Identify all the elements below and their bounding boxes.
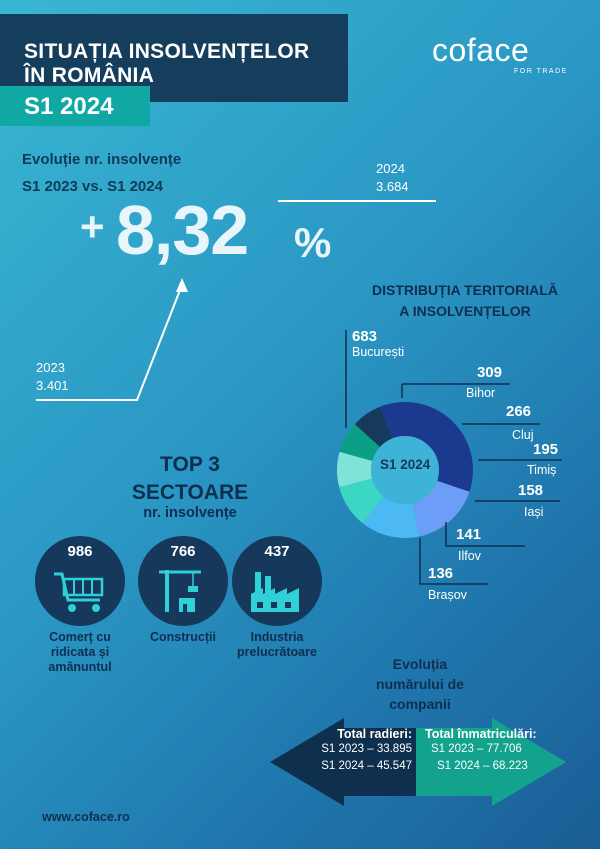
logo-tagline: FOR TRADE — [514, 68, 568, 75]
donut-segment-timiș — [339, 478, 384, 524]
sector-value: 766 — [170, 543, 196, 560]
distribution-title-line-2: A INSOLVENȚELOR — [399, 303, 531, 319]
companies-title-line-1: Evoluția — [392, 656, 448, 672]
removals-arrow — [270, 718, 420, 806]
distribution-title-line-1: DISTRIBUȚIA TERITORIALĂ — [372, 282, 558, 298]
region-bihor-name: Bihor — [466, 386, 496, 400]
website-link[interactable]: www.coface.ro — [42, 810, 130, 824]
sector-manufacturing-label: Industria prelucrătoare — [222, 630, 332, 660]
page-title: SITUAȚIA INSOLVENȚELOR ÎN ROMÂNIA — [24, 40, 309, 88]
region-name: București — [352, 345, 405, 359]
sector-value: 986 — [67, 543, 93, 560]
region-bucuresti: 683 București — [352, 328, 404, 359]
region-ilfov-value: 141 — [456, 526, 482, 543]
region-brasov-value: 136 — [428, 565, 454, 582]
region-iasi-value: 158 — [518, 482, 544, 499]
companies-title: Evoluția numărului de companii — [340, 654, 500, 714]
percent-plus-sign: + — [80, 203, 105, 250]
donut-center-label: S1 2024 — [380, 457, 431, 472]
region-cluj-name: Cluj — [512, 428, 534, 442]
sector-manufacturing-circle: 437 — [232, 536, 322, 626]
territorial-donut-chart — [337, 402, 473, 538]
sector-retail-circle: 986 — [35, 536, 125, 626]
region-timis-name: Timiș — [527, 463, 557, 477]
evolution-label-line-2: S1 2023 vs. S1 2024 — [22, 178, 163, 195]
distribution-title: DISTRIBUȚIA TERITORIALĂ A INSOLVENȚELOR — [338, 280, 592, 322]
companies-title-line-2: numărului de — [376, 676, 464, 692]
value-2023: 3.401 — [36, 378, 69, 393]
period-label: S1 2024 — [24, 93, 114, 120]
leader-brasov — [419, 538, 488, 585]
value-2024: 3.684 — [376, 179, 409, 194]
companies-arrows — [270, 718, 566, 806]
region-value: 683 — [352, 328, 378, 345]
value-2023-block: 2023 3.401 — [36, 359, 69, 395]
top3-title: TOP 3 SECTOARE — [100, 451, 280, 507]
region-iasi-name: Iași — [524, 505, 544, 519]
value-2024-block: 2024 3.684 — [376, 160, 409, 196]
sector-label-line: Comerț cu — [49, 630, 111, 644]
removals-2023: S1 2023 – 33.895 — [321, 743, 412, 755]
donut-hole — [371, 436, 439, 504]
region-bihor: 309 — [470, 364, 502, 381]
percent-symbol: % — [294, 219, 332, 266]
registrations-block: Total înmatriculări: S1 2023 – 77.706 S1… — [425, 727, 545, 775]
evolution-label: Evoluție nr. insolvențe S1 2023 vs. S1 2… — [22, 146, 181, 200]
registrations-arrow — [416, 718, 566, 806]
donut-segment-brașov — [354, 406, 393, 448]
factory-icon — [251, 572, 299, 612]
sector-construction-circle: 766 — [138, 536, 228, 626]
donut-segment-cluj — [362, 496, 420, 538]
donut-segment-bihor — [412, 480, 470, 537]
coface-logo: coface — [432, 32, 530, 68]
percent-change-value: 8,32 — [116, 191, 249, 269]
period-badge: S1 2024 — [0, 86, 150, 126]
year-2023: 2023 — [36, 360, 65, 375]
top3-title-line-1: TOP 3 — [160, 453, 220, 476]
shopping-cart-icon — [54, 572, 104, 612]
region-cluj-value: 266 — [506, 403, 532, 420]
top3-title-line-2: SECTOARE — [131, 481, 249, 504]
leader-ilfov — [445, 522, 525, 547]
region-brasov-name: Brașov — [428, 588, 467, 602]
evolution-label-line-1: Evoluție nr. insolvențe — [22, 151, 182, 168]
growth-arrow-head — [176, 278, 188, 292]
registrations-2024: S1 2024 – 68.223 — [437, 760, 528, 772]
removals-2024: S1 2024 – 45.547 — [321, 760, 412, 772]
title-line-2: ÎN ROMÂNIA — [24, 64, 155, 87]
sector-retail-label: Comerț cu ridicata și amănuntul — [22, 630, 138, 675]
removals-title: Total radieri: — [337, 727, 412, 741]
sector-label-line: amănuntul — [48, 660, 112, 674]
region-ilfov-name: Ilfov — [458, 549, 481, 563]
companies-title-line-3: companii — [389, 696, 451, 712]
sector-construction-label: Construcții — [126, 630, 240, 645]
growth-line — [36, 284, 183, 401]
sector-value: 437 — [264, 543, 290, 560]
sector-label-line: prelucrătoare — [237, 645, 317, 659]
registrations-2023: S1 2023 – 77.706 — [431, 743, 522, 755]
top3-subtitle: nr. insolvențe — [143, 505, 237, 521]
sector-label-line: Industria — [250, 630, 304, 644]
sector-label-line: Construcții — [150, 630, 216, 644]
region-value: 309 — [476, 364, 502, 381]
donut-segment-ilfov — [339, 424, 380, 461]
registrations-title: Total înmatriculări: — [425, 727, 537, 741]
year-2024: 2024 — [376, 161, 405, 176]
construction-crane-icon — [159, 570, 201, 612]
sector-label-line: ridicata și — [50, 645, 110, 659]
removals-block: Total radieri: S1 2023 – 33.895 S1 2024 … — [312, 727, 412, 775]
title-line-1: SITUAȚIA INSOLVENȚELOR — [24, 40, 310, 63]
donut-segment-iași — [337, 451, 373, 488]
donut-segment-bucurești — [379, 402, 473, 492]
region-timis-value: 195 — [533, 441, 559, 458]
